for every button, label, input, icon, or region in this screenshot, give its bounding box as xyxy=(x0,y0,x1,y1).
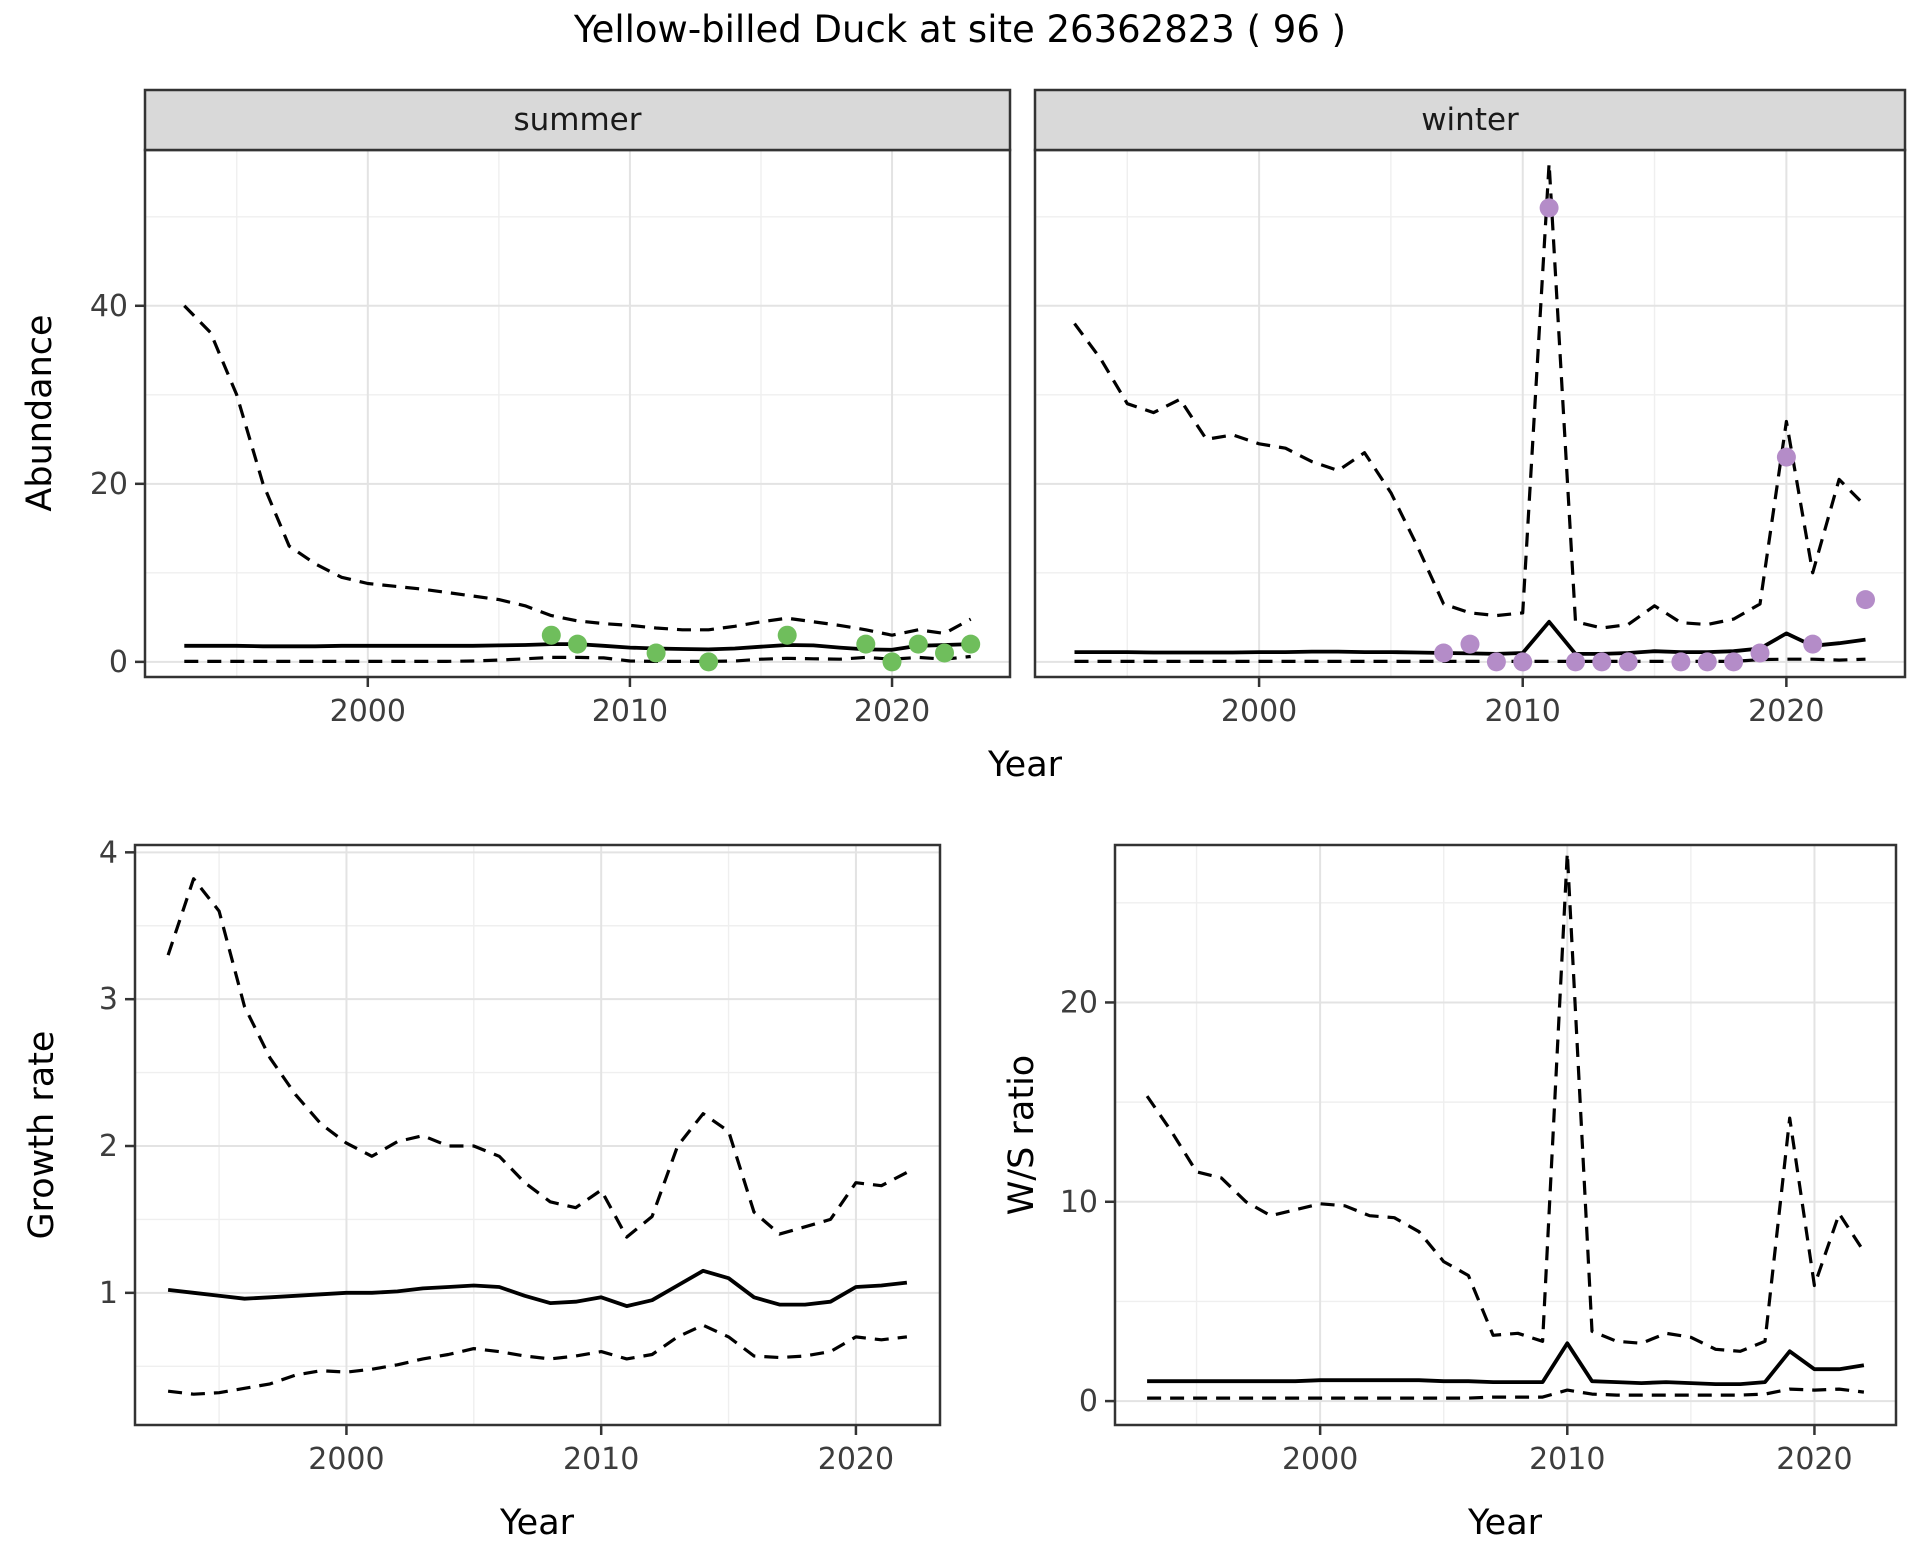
series-lower-95CI-ws-ratio xyxy=(1147,1387,1865,1400)
data-point-observed-counts-summer xyxy=(777,625,797,645)
panel-border-ws-ratio xyxy=(1113,843,1898,1427)
facet-label-summer: summer xyxy=(513,102,642,138)
y-tick-label: 1 xyxy=(99,1276,118,1311)
x-tick-label: 2020 xyxy=(854,694,930,729)
data-point-observed-counts-winter xyxy=(1724,652,1744,672)
y-tick-label: 20 xyxy=(1060,985,1098,1020)
x-axis-title-year-top: Year xyxy=(987,745,1063,785)
data-point-observed-counts-summer xyxy=(568,634,587,654)
panel-bg-abundance-winter xyxy=(1035,150,1905,677)
series-upper-95CI-abundance-summer xyxy=(183,304,972,637)
panel-bg-ws-ratio xyxy=(1115,845,1896,1425)
facet-label-winter: winter xyxy=(1421,102,1519,138)
x-tick-label: 2010 xyxy=(1529,1442,1605,1477)
series-upper-95CI-abundance-winter xyxy=(1073,161,1867,630)
x-tick-label: 2010 xyxy=(1485,694,1561,729)
y-axis-title-ws-ratio: W/S ratio xyxy=(1002,1054,1042,1216)
facet-strip-summer: summer xyxy=(145,90,1010,150)
y-tick-label: 4 xyxy=(99,835,118,870)
x-tick-label: 2020 xyxy=(1776,1442,1852,1477)
y-tick-label: 20 xyxy=(90,467,128,502)
y-axis-title-abundance: Abundance xyxy=(20,314,60,512)
x-axis-title-year-growth: Year xyxy=(499,1503,575,1543)
y-tick-label: 0 xyxy=(109,645,128,680)
data-point-observed-counts-winter xyxy=(1803,634,1823,654)
panel-bg-growth-rate xyxy=(135,845,940,1425)
data-point-observed-counts-summer xyxy=(882,652,902,672)
data-point-observed-counts-winter xyxy=(1486,652,1506,672)
panel-bg-abundance-summer xyxy=(145,150,1010,677)
series-upper-95CI-ws-ratio xyxy=(1145,851,1866,1353)
data-point-observed-counts-summer xyxy=(935,643,954,663)
data-point-observed-counts-winter xyxy=(1618,652,1638,672)
data-point-observed-counts-winter xyxy=(1671,652,1691,672)
x-tick-label: 2020 xyxy=(1748,694,1824,729)
data-point-observed-counts-summer xyxy=(541,625,561,645)
data-point-observed-counts-winter xyxy=(1856,590,1875,610)
x-tick-label: 2000 xyxy=(1221,694,1297,729)
y-tick-label: 10 xyxy=(1060,1185,1098,1220)
x-tick-label: 2020 xyxy=(818,1442,894,1477)
x-tick-label: 2010 xyxy=(563,1442,639,1477)
x-tick-label: 2000 xyxy=(330,694,406,729)
series-upper-95CI-growth-rate xyxy=(166,877,908,1239)
series-lower-95CI-abundance-winter xyxy=(1074,657,1866,663)
data-point-observed-counts-summer xyxy=(856,634,876,654)
y-tick-label: 2 xyxy=(99,1129,118,1164)
data-point-observed-counts-winter xyxy=(1513,652,1533,672)
data-point-observed-counts-winter xyxy=(1539,198,1559,218)
data-point-observed-counts-winter xyxy=(1776,447,1796,467)
panel-border-growth-rate xyxy=(133,843,942,1427)
data-point-observed-counts-summer xyxy=(961,634,981,654)
data-point-observed-counts-winter xyxy=(1697,652,1717,672)
x-axis-title-year-ws: Year xyxy=(1467,1503,1543,1543)
x-tick-label: 2010 xyxy=(592,694,668,729)
series-lower-95CI-abundance-summer xyxy=(184,654,971,663)
y-axis-title-growth-rate: Growth rate xyxy=(22,1030,62,1240)
y-tick-label: 3 xyxy=(99,982,118,1017)
x-tick-label: 2000 xyxy=(1282,1442,1358,1477)
data-point-observed-counts-winter xyxy=(1592,652,1612,672)
x-tick-label: 2000 xyxy=(308,1442,384,1477)
y-tick-label: 40 xyxy=(90,289,128,324)
facet-strip-winter: winter xyxy=(1035,90,1905,150)
data-point-observed-counts-winter xyxy=(1460,634,1480,654)
facet-strip-rect-winter xyxy=(1033,88,1907,152)
y-tick-label: 0 xyxy=(1079,1384,1098,1419)
data-point-observed-counts-winter xyxy=(1434,643,1454,663)
data-point-observed-counts-summer xyxy=(646,643,666,663)
chart-title: Yellow-billed Duck at site 26362823 ( 96… xyxy=(573,8,1347,51)
data-point-observed-counts-summer xyxy=(699,652,719,672)
series-median-ws-ratio xyxy=(1147,1341,1865,1386)
data-point-observed-counts-summer xyxy=(908,634,928,654)
data-point-observed-counts-winter xyxy=(1566,652,1585,672)
series-lower-95CI-growth-rate xyxy=(167,1323,908,1396)
data-point-observed-counts-winter xyxy=(1750,643,1770,663)
series-median-growth-rate xyxy=(167,1268,908,1308)
facet-strip-rect-summer xyxy=(143,88,1012,152)
